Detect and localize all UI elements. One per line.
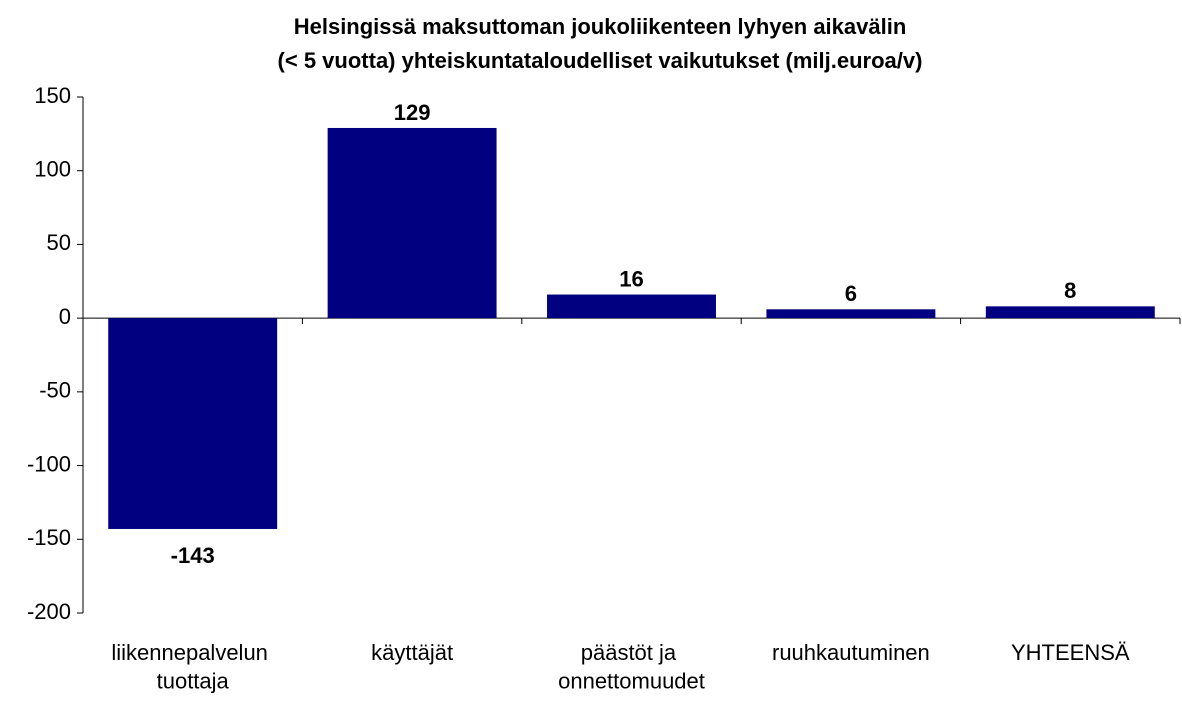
x-tick-label: liikennepalvelun tuottaja [111,640,274,694]
y-tick-label: 150 [34,83,71,108]
bar [327,127,497,319]
x-tick-label: ruuhkautuminen [772,640,930,665]
x-tick-label: YHTEENSÄ [1011,640,1130,665]
y-tick-label: -100 [27,451,71,476]
data-label: 8 [1064,278,1076,303]
x-tick-label: päästöt ja onnettomuudet [558,640,705,694]
x-tick-line: tuottaja [157,669,230,694]
chart-title: Helsingissä maksuttoman joukoliikenteen … [294,14,907,39]
y-tick-label: -200 [27,599,71,624]
data-label: 6 [845,281,857,306]
x-tick-line: päästöt ja [581,640,683,665]
bar [108,318,278,529]
y-tick-label: 50 [47,230,71,255]
y-tick-label: 100 [34,157,71,182]
y-tick-label: -150 [27,525,71,550]
x-tick-line: käyttäjät [371,640,453,665]
x-tick-line: YHTEENSÄ [1011,640,1130,665]
y-tick-label: -50 [39,378,71,403]
y-tick-label: 0 [59,304,71,329]
chart-title: (< 5 vuotta) yhteiskuntataloudelliset va… [278,48,923,73]
data-label: -143 [171,543,215,568]
x-tick-label: käyttäjät [371,640,453,665]
x-tick-line: liikennepalvelun [111,640,274,665]
bar [985,306,1155,319]
x-tick-line: onnettomuudet [558,669,705,694]
x-tick-line: ruuhkautuminen [772,640,930,665]
data-label: 129 [394,100,431,125]
bar [547,294,716,319]
bar [766,309,936,319]
data-label: 16 [619,266,643,291]
